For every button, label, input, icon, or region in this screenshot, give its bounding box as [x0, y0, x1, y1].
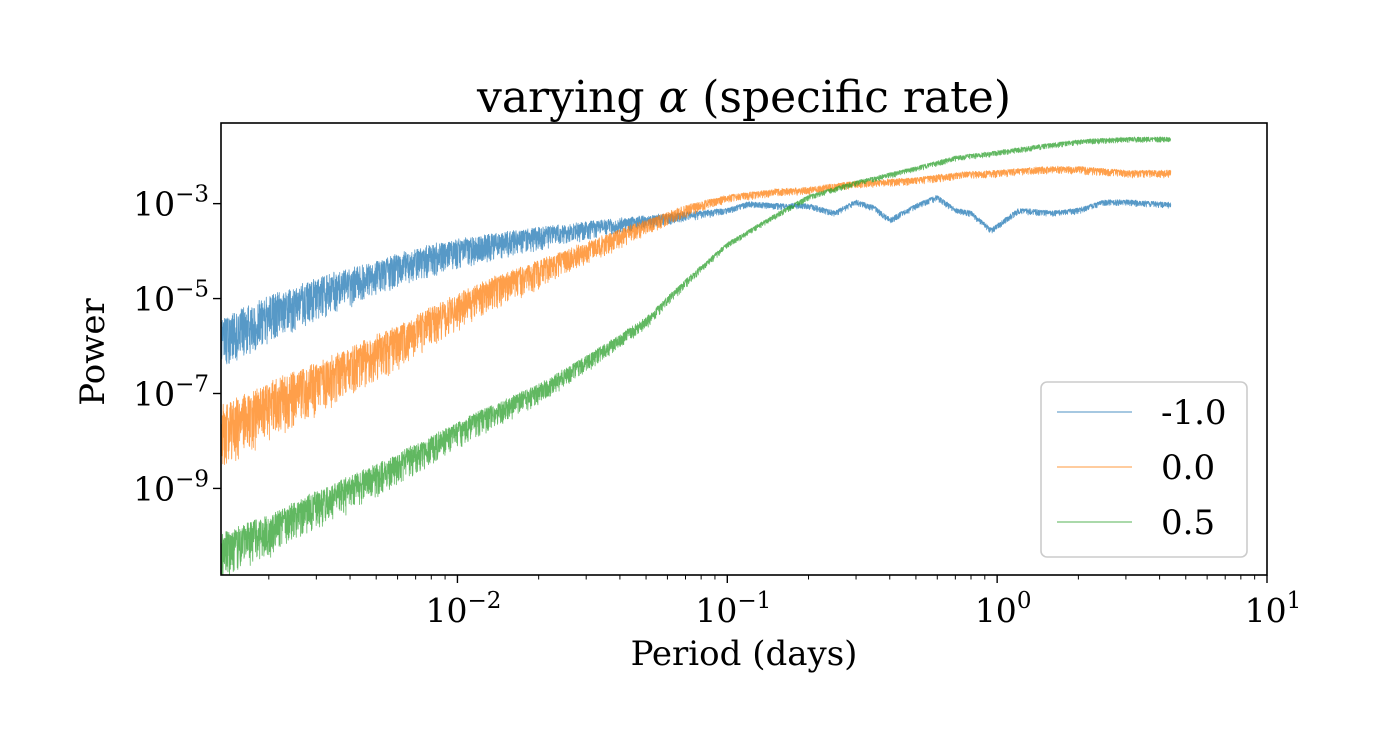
axis-ticks: 10−2 10−1 100 101 10−9 10−7 10−5 10−3 — [133, 182, 1301, 630]
legend-frame — [1040, 381, 1248, 558]
series-line-2 — [221, 136, 1172, 575]
chart-title: varying α (specific rate) — [476, 72, 1011, 123]
legend-label: 0.0 — [1161, 448, 1215, 488]
series-line-0 — [221, 195, 1172, 365]
legend-label: 0.5 — [1161, 503, 1215, 543]
y-tick-label: 10−9 — [133, 466, 209, 508]
y-tick-label: 10−7 — [133, 371, 209, 413]
x-tick-label: 10−2 — [425, 588, 501, 630]
plot-frame — [220, 122, 1268, 576]
y-tick-label: 10−5 — [133, 277, 209, 319]
y-axis-label: Power — [73, 298, 113, 406]
x-tick-label: 100 — [975, 588, 1032, 630]
x-tick-label: 10−1 — [695, 588, 771, 630]
x-tick-label: 101 — [1245, 588, 1302, 630]
x-axis-label: Period (days) — [631, 634, 858, 674]
plot-area — [221, 136, 1172, 575]
legend: -1.0 0.0 0.5 — [1040, 381, 1248, 558]
legend-label: -1.0 — [1161, 393, 1227, 433]
series-line-1 — [221, 165, 1172, 466]
y-tick-label: 10−3 — [133, 182, 209, 224]
